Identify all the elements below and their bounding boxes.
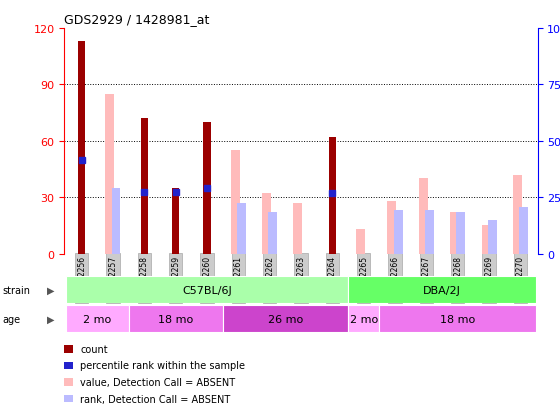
Text: percentile rank within the sample: percentile rank within the sample — [80, 361, 245, 370]
Text: C57BL/6J: C57BL/6J — [182, 285, 232, 295]
Bar — [482, 226, 491, 254]
Text: age: age — [3, 314, 21, 324]
Bar — [425, 211, 434, 254]
Text: ▶: ▶ — [46, 314, 54, 324]
Bar — [388, 202, 396, 254]
Text: strain: strain — [3, 285, 31, 295]
Text: DBA/2J: DBA/2J — [423, 285, 461, 295]
Bar — [394, 211, 403, 254]
Bar — [66, 306, 129, 332]
Bar — [231, 151, 240, 254]
Text: 18 mo: 18 mo — [158, 314, 193, 324]
Bar — [488, 220, 497, 254]
Bar — [203, 123, 211, 254]
Text: GDS2929 / 1428981_at: GDS2929 / 1428981_at — [64, 13, 210, 26]
Bar — [348, 277, 536, 304]
Bar — [66, 277, 348, 304]
Bar — [105, 95, 114, 254]
Bar — [379, 306, 536, 332]
Bar — [419, 179, 428, 254]
Bar — [112, 188, 120, 254]
Text: value, Detection Call = ABSENT: value, Detection Call = ABSENT — [80, 377, 235, 387]
Bar — [348, 306, 379, 332]
Bar — [78, 42, 85, 254]
Bar — [172, 188, 179, 254]
Text: count: count — [80, 344, 108, 354]
Bar — [450, 213, 459, 254]
Bar — [293, 203, 302, 254]
Text: 2 mo: 2 mo — [349, 314, 378, 324]
Text: rank, Detection Call = ABSENT: rank, Detection Call = ABSENT — [80, 394, 230, 404]
Bar — [519, 207, 528, 254]
Bar — [356, 230, 365, 254]
Bar — [223, 306, 348, 332]
Bar — [329, 138, 336, 254]
Bar — [237, 203, 246, 254]
Bar — [141, 119, 148, 254]
Bar — [129, 306, 223, 332]
Text: 2 mo: 2 mo — [83, 314, 111, 324]
Bar — [513, 175, 521, 254]
Text: 18 mo: 18 mo — [440, 314, 475, 324]
Bar — [456, 213, 465, 254]
Bar — [262, 194, 271, 254]
Text: 26 mo: 26 mo — [268, 314, 303, 324]
Text: ▶: ▶ — [46, 285, 54, 295]
Bar — [268, 213, 277, 254]
